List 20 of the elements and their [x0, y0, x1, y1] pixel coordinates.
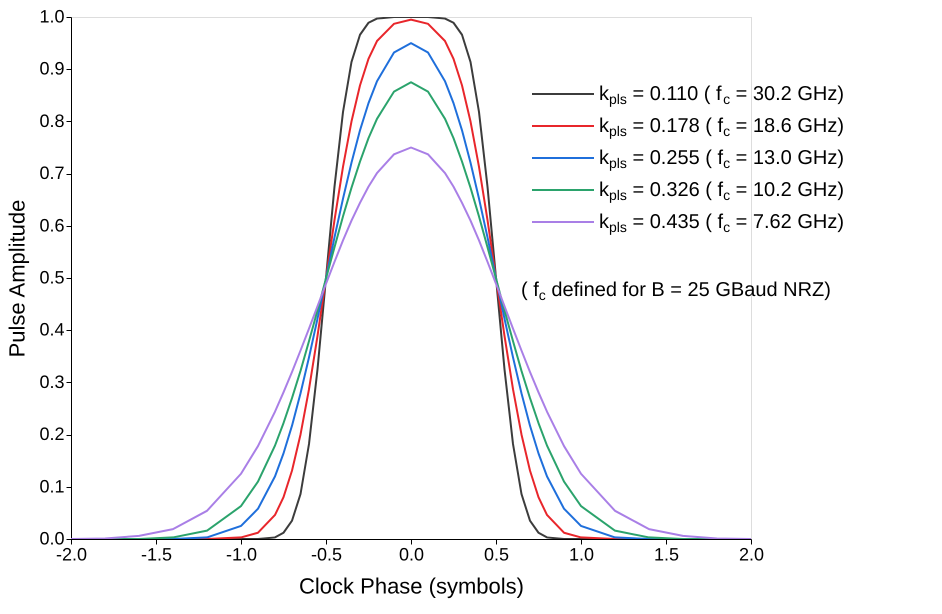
x-tick-label: 1.5	[654, 544, 680, 564]
x-tick-label: 0.5	[484, 544, 510, 564]
x-tick-label: -1.5	[140, 544, 172, 564]
x-tick-label: 1.0	[568, 544, 594, 564]
y-tick-label: 1.0	[39, 6, 64, 26]
y-tick-label: 0.5	[39, 268, 64, 288]
y-tick-label: 0.7	[39, 163, 64, 184]
y-tick-label: 0.2	[39, 424, 64, 444]
y-tick-label: 0.3	[39, 372, 64, 392]
x-tick-label: -0.5	[310, 544, 342, 564]
y-tick-label: 0.9	[39, 58, 64, 79]
x-tick-label: -1.0	[226, 544, 258, 564]
x-tick-label: 2.0	[738, 544, 764, 564]
x-tick-label: 0.0	[398, 544, 424, 564]
y-tick-label: 0.1	[39, 476, 64, 496]
y-tick-label: 0.6	[39, 215, 64, 236]
y-tick-label: 0.8	[39, 110, 64, 131]
y-tick-label: 0.4	[39, 320, 64, 340]
y-axis-title: Pulse Amplitude	[4, 200, 30, 358]
x-axis-title: Clock Phase (symbols)	[299, 574, 524, 598]
